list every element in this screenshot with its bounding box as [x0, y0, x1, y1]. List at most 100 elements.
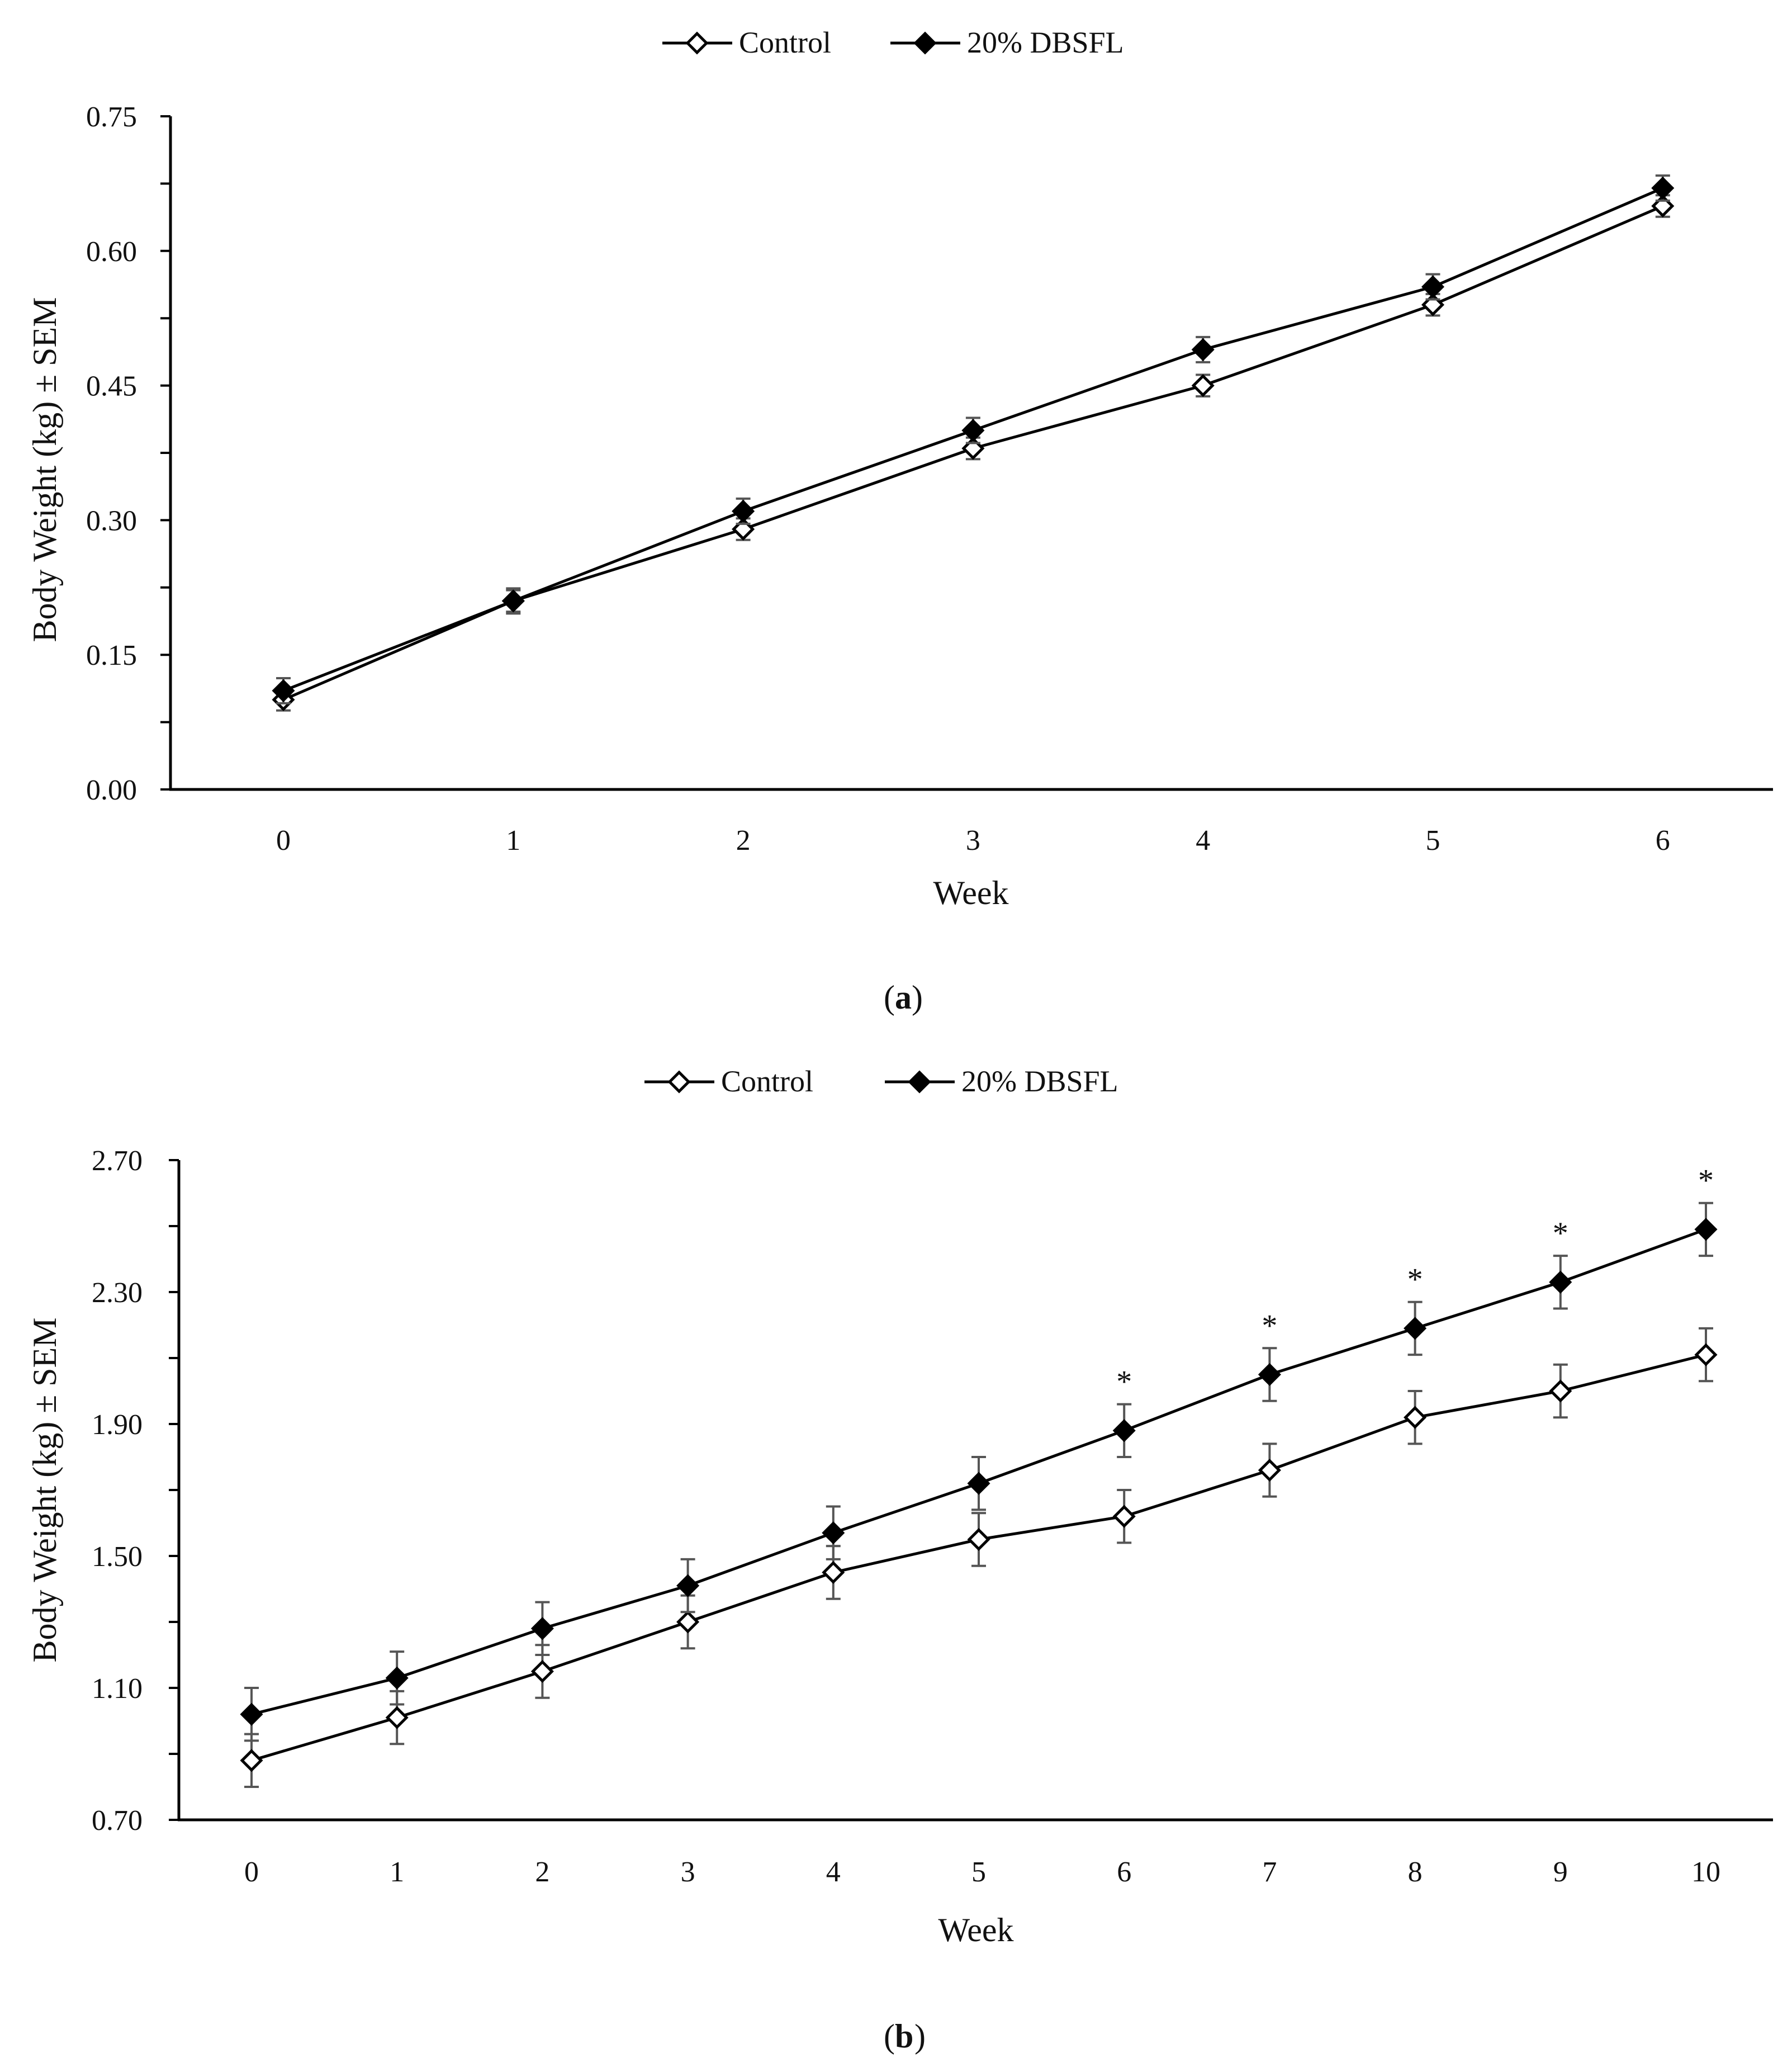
- data-point-marker: [240, 1702, 263, 1726]
- data-point-marker: [822, 1521, 845, 1545]
- data-point-marker: [1404, 1406, 1427, 1429]
- data-point-marker: [676, 1574, 700, 1597]
- svg-text:(: (: [884, 2018, 895, 2055]
- data-point-marker: [961, 437, 985, 460]
- legend-b-control-label: Control: [721, 1065, 813, 1098]
- legend-a-dbsfl-marker: [913, 31, 937, 55]
- data-point-marker: [1258, 1363, 1281, 1387]
- x-tick-label-b: 6: [1117, 1856, 1131, 1888]
- data-point-marker: [1694, 1343, 1718, 1366]
- legend-b: Control 20% DBSFL: [644, 1065, 1118, 1098]
- x-tick-label-b: 3: [681, 1856, 695, 1888]
- data-point-marker: [1191, 374, 1215, 398]
- data-point-marker: [385, 1666, 409, 1690]
- y-axis-label-a: Body Weight (kg) ± SEM: [26, 297, 63, 642]
- data-point-marker: [676, 1610, 700, 1634]
- data-point-marker: [530, 1659, 554, 1683]
- significance-marker: *: [1553, 1216, 1568, 1251]
- x-tick-label-b: 2: [535, 1856, 549, 1888]
- x-tick-labels-b: 0 1 2 3 4 5 6 7 8 9 10: [244, 1856, 1720, 1888]
- y-tick-label-a: 0.15: [86, 640, 137, 671]
- series-dbsfl-b: [240, 1201, 1718, 1742]
- annotations-b: * * * * *: [1116, 1163, 1714, 1399]
- significance-marker: *: [1698, 1163, 1714, 1198]
- chart-panel-b: Control 20% DBSFL 0.70 1.10 1.50 1.90 2.30 2.…: [26, 1065, 1773, 2055]
- legend-a-control-label: Control: [739, 26, 831, 59]
- significance-marker: *: [1407, 1262, 1423, 1297]
- y-minor-ticks-b: [169, 1159, 179, 1821]
- x-tick-label-a: 3: [966, 825, 980, 857]
- chart-panel-a: Control 20% DBSFL 0.000.150.300.450.600.…: [26, 26, 1773, 1016]
- y-tick-label-b: 1.10: [92, 1673, 143, 1705]
- significance-marker: *: [1116, 1365, 1132, 1399]
- data-point-marker: [1112, 1419, 1136, 1442]
- data-point-marker: [240, 1749, 263, 1772]
- x-axis-label-b: Week: [938, 1912, 1013, 1948]
- data-point-marker: [385, 1706, 409, 1729]
- data-point-marker: [1651, 176, 1675, 200]
- x-tick-label-a: 1: [506, 825, 520, 857]
- x-tick-labels-a: 0 1 2 3 4 5 6: [276, 825, 1670, 857]
- x-tick-label-b: 7: [1262, 1856, 1277, 1888]
- panel-label-a: ( a ): [884, 979, 923, 1016]
- significance-marker: *: [1262, 1308, 1277, 1343]
- x-tick-label-b: 5: [971, 1856, 986, 1888]
- legend-b-control-marker: [667, 1070, 691, 1094]
- y-tick-label-a: 0.30: [86, 505, 137, 537]
- x-tick-label-b: 0: [244, 1856, 259, 1888]
- data-point-marker: [1549, 1270, 1572, 1294]
- y-tick-label-b: 2.70: [92, 1145, 143, 1177]
- legend-a-dbsfl-label: 20% DBSFL: [967, 26, 1124, 59]
- y-tick-label-b: 1.50: [92, 1541, 143, 1573]
- y-tick-label-a: 0.00: [86, 774, 137, 806]
- data-point-marker: [530, 1617, 554, 1640]
- y-minor-ticks-a: [160, 115, 170, 791]
- legend-a-control-marker: [685, 31, 709, 55]
- data-point-marker: [1258, 1459, 1281, 1482]
- data-point-marker: [1421, 275, 1445, 299]
- y-tick-label-b: 2.30: [92, 1277, 143, 1309]
- panel-label-a-letter: a: [895, 979, 912, 1016]
- x-tick-label-a: 2: [736, 825, 751, 857]
- y-tick-label-b: 1.90: [92, 1409, 143, 1441]
- y-tick-labels-a: 0.00 0.15 0.30 0.45 0.60 0.75: [86, 101, 137, 806]
- x-tick-label-b: 10: [1691, 1856, 1720, 1888]
- series-control-b: [240, 1327, 1718, 1788]
- data-point-marker: [1651, 194, 1675, 218]
- data-point-marker: [1112, 1505, 1136, 1528]
- data-point-marker: [272, 679, 295, 702]
- x-tick-label-a: 5: [1426, 825, 1440, 857]
- legend-a: Control 20% DBSFL: [662, 26, 1124, 59]
- y-axis-label-b: Body Weight (kg) ± SEM: [26, 1318, 63, 1663]
- series-group-b: [240, 1201, 1718, 1788]
- y-tick-label-a: 0.75: [86, 101, 137, 133]
- y-tick-label-b: 0.70: [92, 1805, 143, 1837]
- data-point-marker: [1549, 1379, 1572, 1403]
- svg-text:): ): [914, 2018, 926, 2055]
- x-tick-label-a: 4: [1196, 825, 1210, 857]
- data-point-marker: [967, 1527, 990, 1551]
- data-point-marker: [961, 419, 985, 442]
- data-point-marker: [1191, 338, 1215, 361]
- data-point-marker: [1694, 1218, 1718, 1241]
- svg-text:): ): [912, 979, 923, 1016]
- x-tick-label-b: 8: [1408, 1856, 1423, 1888]
- data-point-marker: [967, 1472, 990, 1495]
- y-tick-labels-b: 0.70 1.10 1.50 1.90 2.30 2.70: [92, 1145, 143, 1837]
- panel-label-b-letter: b: [895, 2018, 913, 2055]
- svg-text:(: (: [884, 979, 895, 1016]
- data-point-marker: [732, 499, 755, 523]
- panel-label-b: ( b ): [884, 2018, 926, 2055]
- x-tick-label-b: 9: [1553, 1856, 1568, 1888]
- series-dbsfl-a: [272, 174, 1675, 704]
- x-tick-label-b: 4: [826, 1856, 841, 1888]
- data-point-marker: [501, 589, 525, 613]
- x-tick-label-b: 1: [390, 1856, 404, 1888]
- data-point-marker: [732, 517, 755, 541]
- x-axis-label-a: Week: [933, 874, 1008, 911]
- legend-b-dbsfl-label: 20% DBSFL: [961, 1065, 1118, 1098]
- x-tick-label-a: 6: [1656, 825, 1670, 857]
- y-tick-label-a: 0.60: [86, 236, 137, 268]
